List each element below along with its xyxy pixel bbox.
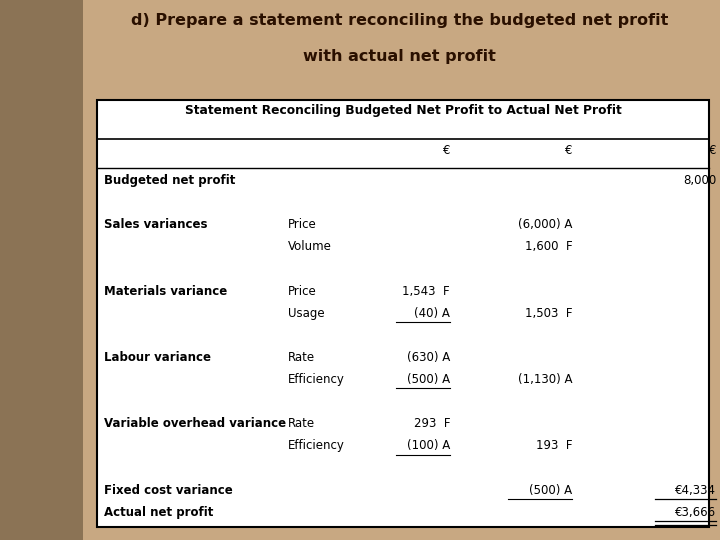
Text: Materials variance: Materials variance [104, 285, 228, 298]
Text: Rate: Rate [288, 351, 315, 364]
Text: (6,000) A: (6,000) A [518, 218, 572, 231]
Bar [0, 0, 83, 540]
Text: with actual net profit: with actual net profit [303, 49, 496, 64]
Text: Budgeted net profit: Budgeted net profit [104, 174, 235, 187]
Text: 1,543  F: 1,543 F [402, 285, 450, 298]
Text: €4,334: €4,334 [675, 484, 716, 497]
Text: €: € [443, 144, 450, 157]
Text: (630) A: (630) A [407, 351, 450, 364]
Text: (1,130) A: (1,130) A [518, 373, 572, 386]
Text: Rate: Rate [288, 417, 315, 430]
Text: €3,666: €3,666 [675, 506, 716, 519]
Text: €: € [709, 144, 716, 157]
Text: Labour variance: Labour variance [104, 351, 212, 364]
Text: €: € [565, 144, 572, 157]
Text: (100) A: (100) A [407, 440, 450, 453]
Text: Actual net profit: Actual net profit [104, 506, 214, 519]
Text: (40) A: (40) A [414, 307, 450, 320]
Text: Statement Reconciling Budgeted Net Profit to Actual Net Profit: Statement Reconciling Budgeted Net Profi… [185, 104, 621, 117]
Text: 8,000: 8,000 [683, 174, 716, 187]
Text: Efficiency: Efficiency [288, 373, 345, 386]
FancyBboxPatch shape [97, 100, 709, 526]
Text: Sales variances: Sales variances [104, 218, 208, 231]
Text: 1,600  F: 1,600 F [525, 240, 572, 253]
Text: Fixed cost variance: Fixed cost variance [104, 484, 233, 497]
Text: Efficiency: Efficiency [288, 440, 345, 453]
Text: Variable overhead variance: Variable overhead variance [104, 417, 287, 430]
Text: (500) A: (500) A [529, 484, 572, 497]
Text: Price: Price [288, 285, 317, 298]
Text: d) Prepare a statement reconciling the budgeted net profit: d) Prepare a statement reconciling the b… [131, 14, 668, 29]
Text: Volume: Volume [288, 240, 332, 253]
Text: 293  F: 293 F [413, 417, 450, 430]
Text: (500) A: (500) A [407, 373, 450, 386]
Text: Price: Price [288, 218, 317, 231]
Text: 193  F: 193 F [536, 440, 572, 453]
Text: Usage: Usage [288, 307, 325, 320]
Text: 1,503  F: 1,503 F [525, 307, 572, 320]
